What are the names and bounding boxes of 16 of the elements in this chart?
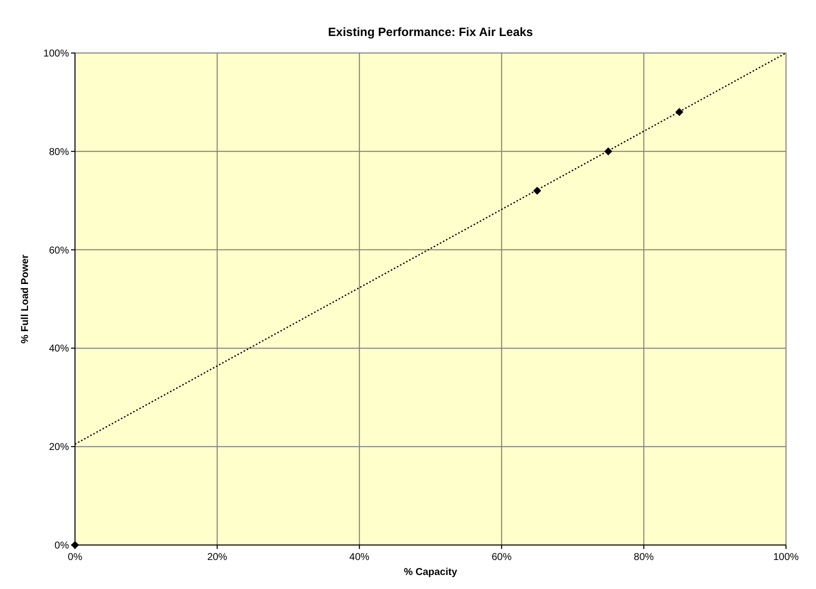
- y-tick-label: 20%: [48, 442, 70, 454]
- x-tick-label: 0%: [68, 552, 82, 563]
- x-tick-label: 100%: [773, 552, 799, 563]
- x-tick-label: 60%: [492, 552, 512, 563]
- y-axis-title: % Full Load Power: [20, 254, 31, 344]
- y-tick-label: 0%: [54, 540, 70, 552]
- y-tick-label: 80%: [48, 146, 70, 158]
- y-tick-label: 100%: [43, 48, 70, 60]
- x-tick-label: 20%: [207, 552, 228, 563]
- x-tick-label: 80%: [634, 552, 654, 563]
- y-tick-label: 60%: [48, 245, 70, 256]
- x-tick-label: 40%: [349, 552, 370, 563]
- chart-title: Existing Performance: Fix Air Leaks: [328, 25, 534, 39]
- x-axis-title: % Capacity: [404, 567, 458, 578]
- y-tick-label: 40%: [48, 344, 70, 355]
- point: [675, 108, 684, 116]
